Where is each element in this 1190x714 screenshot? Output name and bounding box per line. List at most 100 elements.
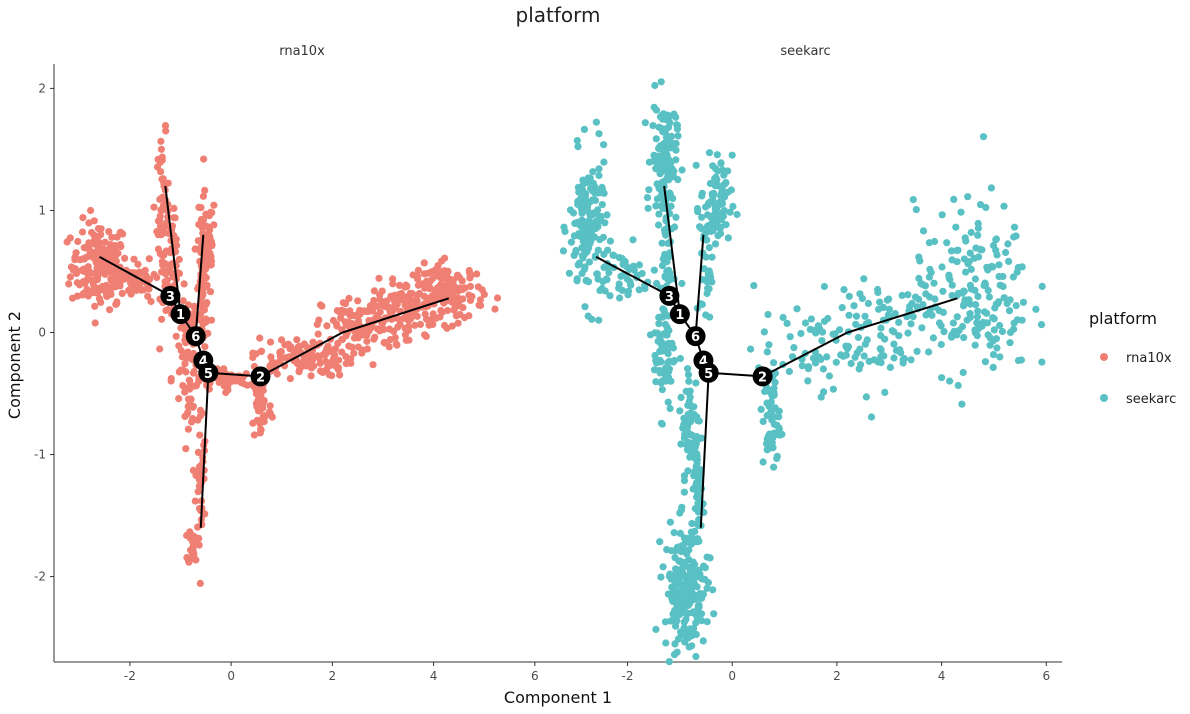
trajectory-node-label: 6 [191, 330, 200, 345]
data-point [974, 307, 982, 315]
data-point [249, 349, 257, 357]
data-point [678, 279, 686, 288]
data-point [189, 532, 197, 540]
trajectory-node-label: 5 [704, 367, 713, 382]
data-point [763, 348, 771, 356]
x-tick-label: 2 [833, 669, 841, 683]
data-point [434, 284, 442, 292]
data-point [224, 386, 232, 394]
data-point [257, 397, 265, 405]
data-point [157, 251, 165, 259]
data-point [108, 233, 116, 241]
data-point [414, 272, 422, 280]
data-point [850, 302, 858, 310]
data-point [668, 547, 676, 555]
data-point [657, 573, 665, 581]
trajectory-segment [694, 234, 705, 337]
trajectory-segment [762, 331, 848, 378]
data-point [150, 203, 158, 211]
data-point [196, 579, 204, 588]
data-point [995, 261, 1003, 269]
data-point [711, 202, 719, 210]
data-point [573, 137, 581, 145]
data-point [402, 293, 410, 301]
data-point [820, 282, 829, 291]
data-point [641, 285, 649, 293]
data-point [158, 206, 167, 214]
data-point [449, 277, 457, 285]
data-point [580, 265, 589, 273]
data-point [322, 357, 330, 365]
data-point [909, 196, 917, 204]
data-point [600, 189, 608, 197]
data-point [778, 430, 786, 438]
data-point [649, 122, 657, 130]
data-point [100, 246, 108, 254]
data-point [200, 232, 208, 240]
data-point [692, 652, 700, 661]
data-point [662, 134, 671, 142]
data-point [838, 304, 846, 312]
data-point [811, 359, 820, 367]
data-point [678, 503, 686, 511]
y-axis-title: Component 2 [5, 311, 24, 419]
trajectory-segment [194, 234, 205, 337]
data-point [666, 269, 674, 277]
data-point [386, 307, 394, 315]
data-point [665, 658, 673, 666]
data-point [862, 393, 871, 401]
legend-label-rna10x: rna10x [1126, 351, 1172, 366]
data-point [456, 284, 464, 292]
data-point [797, 329, 805, 338]
data-point [191, 245, 199, 253]
data-point [629, 236, 637, 244]
data-point [1000, 294, 1008, 302]
data-point [91, 319, 99, 327]
data-point [493, 294, 502, 302]
data-point [685, 377, 693, 385]
data-point [624, 291, 632, 299]
data-point [579, 252, 587, 260]
data-point [938, 263, 946, 271]
data-point [170, 214, 178, 222]
data-point [600, 141, 608, 149]
data-point [567, 238, 576, 246]
data-point [989, 314, 997, 322]
data-point [682, 441, 691, 449]
data-point [635, 286, 643, 294]
data-point [579, 176, 587, 184]
data-point [689, 608, 697, 616]
data-point [257, 425, 265, 433]
data-point [571, 219, 579, 227]
data-point [593, 270, 602, 278]
data-point [197, 462, 205, 470]
data-point [200, 215, 208, 224]
data-point [692, 630, 700, 639]
data-point [726, 208, 734, 216]
data-point [771, 378, 779, 386]
data-point [666, 518, 675, 526]
trajectory-segment [342, 297, 450, 334]
data-point [350, 334, 358, 342]
data-point [673, 648, 681, 656]
data-point [373, 302, 381, 310]
data-point [194, 488, 202, 496]
data-point [958, 400, 966, 408]
data-point [661, 618, 670, 626]
data-point [573, 275, 581, 283]
data-point [907, 356, 915, 364]
data-point [680, 624, 688, 632]
data-point [66, 273, 74, 281]
data-point [454, 294, 462, 302]
data-point [989, 337, 997, 345]
data-point [107, 241, 115, 249]
data-point [88, 228, 96, 237]
trajectory-node [659, 285, 680, 306]
data-point [654, 337, 662, 345]
data-point [966, 313, 974, 322]
data-point [913, 347, 921, 355]
data-point [677, 548, 685, 556]
trajectory-node [198, 362, 219, 383]
data-point [687, 528, 696, 536]
